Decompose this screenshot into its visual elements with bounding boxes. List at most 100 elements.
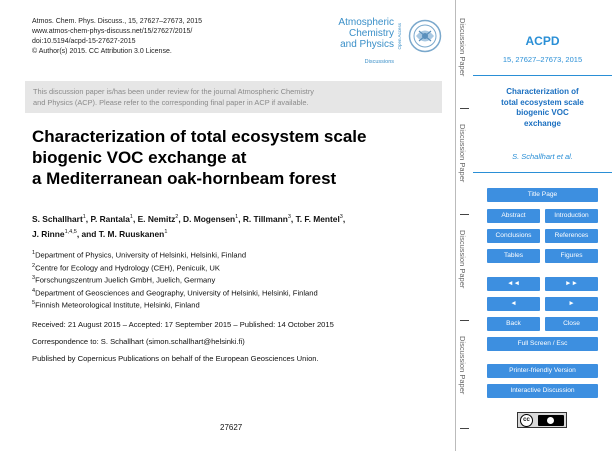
title-page-button[interactable]: Title Page [487,188,598,202]
journal-logo: Atmospheric Chemistry and Physics Discus… [330,17,442,67]
egu-logo-icon [408,19,442,53]
author-name: D. Mogensen [183,213,236,224]
author-sep: , [132,213,138,224]
fullscreen-button[interactable]: Full Screen / Esc [487,337,598,351]
author-name: T. F. Mentel [295,213,340,224]
author-affil: 3 [287,214,291,220]
logo-line: Chemistry [348,28,394,39]
paper-front-page: Atmos. Chem. Phys. Discuss., 15, 27627–2… [25,17,450,432]
next-page-button[interactable]: ► [545,297,598,311]
panel-title-line: total ecosystem scale [501,97,584,107]
open-access-label: Open Access [397,23,402,50]
review-line: and Physics (ACP). Please refer to the c… [33,98,309,107]
author-sep: , [342,213,346,224]
affiliation-item: 1Department of Physics, University of He… [32,248,318,261]
introduction-button[interactable]: Introduction [545,209,598,223]
published-by: Published by Copernicus Publications on … [32,354,319,363]
title-line: Characterization of total ecosystem scal… [32,127,367,146]
affiliation-num: 5 [32,300,36,307]
abstract-button[interactable]: Abstract [487,209,540,223]
logo-text: Atmospheric Chemistry and Physics [338,17,394,50]
strip-divider [460,214,469,215]
author-affil: 1,4,5 [64,228,77,235]
by-icon [538,415,564,426]
meta-line: Atmos. Chem. Phys. Discuss., 15, 27627–2… [32,18,203,25]
panel-ref: 15, 27627–27673, 2015 [502,55,583,64]
panel-title-line: Characterization of [506,87,579,96]
tables-button[interactable]: Tables [487,249,540,263]
affiliation-list: 1Department of Physics, University of He… [32,248,318,311]
affiliation-item: 5Finnish Meteorological Institute, Helsi… [32,298,318,311]
affiliation-num: 3 [32,275,36,282]
affiliation-text: Forschungszentrum Juelich GmbH, Juelich,… [35,275,216,285]
first-page-button[interactable]: ◄◄ [487,277,540,291]
logo-line: and Physics [340,39,394,50]
strip-divider [460,108,469,109]
author-name: S. Schallhart [32,213,83,224]
panel-journal: ACPD [525,34,560,48]
author-name: T. M. Ruuskanen [98,228,165,239]
printer-friendly-button[interactable]: Printer-friendly Version [487,364,598,378]
meta-doi: doi:10.5194/acpd-15-27627-2015 [32,38,136,45]
logo-line: Atmospheric [338,17,394,28]
affiliation-text: Department of Geosciences and Geography,… [35,288,318,298]
discussion-paper-strip: Discussion Paper Discussion Paper Discus… [455,0,473,451]
affiliation-item: 3Forschungszentrum Juelich GmbH, Juelich… [32,273,318,286]
author-sep: , and [76,228,99,239]
author-sep: , [85,213,91,224]
panel-title-line: exchange [524,118,561,128]
navigation-panel: ACPD 15, 27627–27673, 2015 Characterizat… [473,0,612,451]
title-line: a Mediterranean oak-hornbeam forest [32,169,337,188]
strip-label: Discussion Paper [458,336,467,395]
meta-license: © Author(s) 2015. CC Attribution 3.0 Lic… [32,48,172,55]
panel-title-line: biogenic VOC [516,108,569,117]
author-sep: , [178,213,184,224]
last-page-button[interactable]: ►► [545,277,598,291]
paper-title: Characterization of total ecosystem scal… [32,126,447,189]
author-affil: 1 [82,214,86,220]
interactive-discussion-button[interactable]: Interactive Discussion [487,384,598,398]
panel-divider [473,75,612,76]
panel-title: Characterization of total ecosystem scal… [473,87,612,129]
affiliation-text: Department of Physics, University of Hel… [35,250,247,260]
references-button[interactable]: References [545,229,598,243]
logo-sub: Discussions [364,59,394,65]
author-affil: 1 [129,214,133,220]
strip-label: Discussion Paper [458,18,467,77]
panel-author: S. Schallhart et al. [512,152,573,161]
journal-meta: Atmos. Chem. Phys. Discuss., 15, 27627–2… [32,17,202,57]
review-line: This discussion paper is/has been under … [33,87,314,96]
received-dates: Received: 21 August 2015 – Accepted: 17 … [32,320,334,329]
affiliation-num: 2 [32,262,36,269]
strip-divider [460,320,469,321]
cc-icon: cc [520,414,533,427]
figures-button[interactable]: Figures [545,249,598,263]
author-line: S. Schallhart1, P. Rantala1, E. Nemitz2,… [32,211,450,226]
author-line: J. Rinne1,4,5, and T. M. Ruuskanen1 [32,226,450,241]
review-notice: This discussion paper is/has been under … [25,81,442,113]
affiliation-text: Centre for Ecology and Hydrology (CEH), … [35,263,220,273]
author-name: E. Nemitz [137,213,176,224]
conclusions-button[interactable]: Conclusions [487,229,540,243]
author-sep: , [290,213,296,224]
cc-by-license-icon[interactable]: cc [517,412,567,428]
prev-page-button[interactable]: ◄ [487,297,540,311]
author-affil: 3 [339,214,343,220]
author-name: R. Tillmann [242,213,288,224]
panel-divider [473,172,612,173]
affiliation-num: 4 [32,287,36,294]
strip-label: Discussion Paper [458,230,467,289]
page-number: 27627 [220,423,243,432]
title-line: biogenic VOC exchange at [32,148,247,167]
author-sep: , [238,213,243,224]
author-name: P. Rantala [90,213,130,224]
back-button[interactable]: Back [487,317,540,331]
author-affil: 1 [164,228,168,235]
author-list: S. Schallhart1, P. Rantala1, E. Nemitz2,… [32,211,450,241]
affiliation-num: 1 [32,250,36,256]
close-button[interactable]: Close [545,317,598,331]
correspondence: Correspondence to: S. Schallhart (simon.… [32,337,245,346]
affiliation-text: Finnish Meteorological Institute, Helsin… [35,300,200,310]
author-name: J. Rinne [32,228,65,239]
meta-url-link[interactable]: www.atmos-chem-phys-discuss.net/15/27627… [32,28,193,35]
